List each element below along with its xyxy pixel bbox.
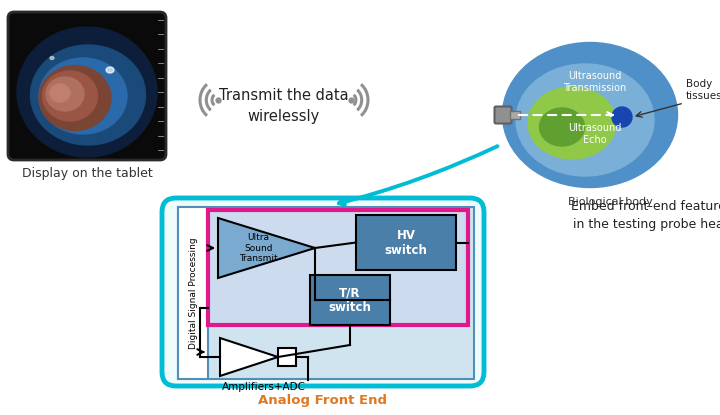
FancyBboxPatch shape xyxy=(310,275,390,325)
FancyBboxPatch shape xyxy=(356,215,456,270)
Ellipse shape xyxy=(42,71,97,121)
Ellipse shape xyxy=(528,87,616,159)
Polygon shape xyxy=(220,338,278,376)
Text: HV
switch: HV switch xyxy=(384,229,428,256)
Text: Ultrasound
Transmission: Ultrasound Transmission xyxy=(563,71,626,93)
Text: Amplifiers+ADC: Amplifiers+ADC xyxy=(222,382,306,392)
FancyBboxPatch shape xyxy=(278,348,296,366)
Ellipse shape xyxy=(50,84,70,102)
Text: T/R
switch: T/R switch xyxy=(328,286,372,314)
Ellipse shape xyxy=(46,77,84,111)
Ellipse shape xyxy=(17,27,157,157)
Ellipse shape xyxy=(106,67,114,73)
FancyBboxPatch shape xyxy=(178,207,208,379)
Text: Display on the tablet: Display on the tablet xyxy=(22,167,153,180)
Ellipse shape xyxy=(539,108,585,146)
FancyBboxPatch shape xyxy=(495,107,511,124)
Text: Embed front-end features
in the testing probe head: Embed front-end features in the testing … xyxy=(571,200,720,231)
FancyBboxPatch shape xyxy=(8,12,166,160)
FancyBboxPatch shape xyxy=(178,207,474,379)
Ellipse shape xyxy=(39,66,111,130)
Ellipse shape xyxy=(612,107,632,127)
Text: Body
tissues: Body tissues xyxy=(686,79,720,101)
Text: Digital Signal Processing: Digital Signal Processing xyxy=(189,237,197,349)
Ellipse shape xyxy=(516,64,654,176)
FancyBboxPatch shape xyxy=(162,198,484,386)
Ellipse shape xyxy=(50,56,54,59)
Ellipse shape xyxy=(503,42,678,188)
Text: Ultra
Sound
Transmit: Ultra Sound Transmit xyxy=(240,233,278,263)
Text: Biological body: Biological body xyxy=(567,197,652,207)
Text: Ultrasound
Echo: Ultrasound Echo xyxy=(568,123,621,145)
Bar xyxy=(510,111,520,119)
FancyBboxPatch shape xyxy=(208,210,468,325)
Ellipse shape xyxy=(30,45,145,145)
Text: Analog Front End: Analog Front End xyxy=(258,394,387,407)
Text: Transmit the data
wirelessly: Transmit the data wirelessly xyxy=(219,88,348,124)
Polygon shape xyxy=(218,218,315,278)
Ellipse shape xyxy=(39,58,127,134)
